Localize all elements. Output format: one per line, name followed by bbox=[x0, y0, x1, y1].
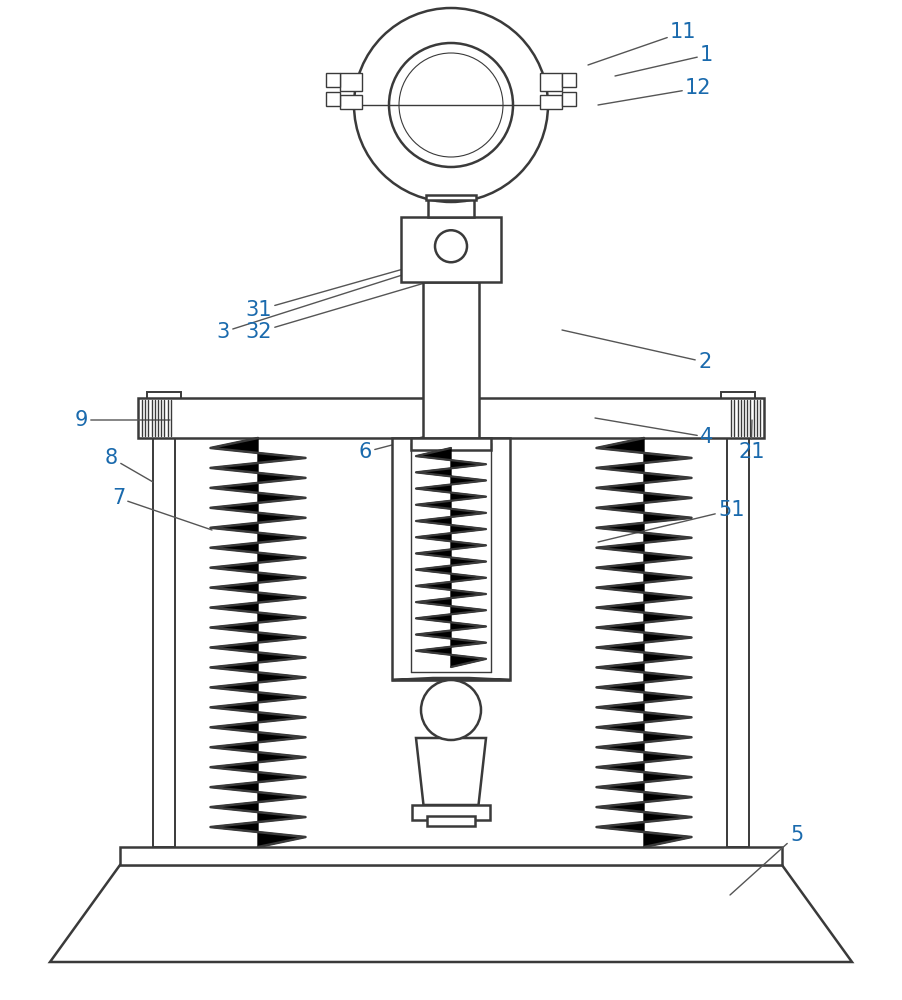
Polygon shape bbox=[50, 865, 852, 962]
Text: 8: 8 bbox=[105, 448, 153, 482]
Text: 31: 31 bbox=[245, 262, 428, 320]
Text: 6: 6 bbox=[359, 435, 430, 462]
Text: 1: 1 bbox=[615, 45, 713, 76]
Text: 11: 11 bbox=[588, 22, 696, 65]
Bar bbox=[340, 73, 362, 91]
Bar bbox=[326, 73, 340, 87]
Bar bbox=[147, 392, 181, 410]
Polygon shape bbox=[392, 678, 510, 680]
Text: 32: 32 bbox=[245, 282, 428, 342]
Circle shape bbox=[399, 53, 503, 157]
Bar bbox=[401, 217, 501, 282]
Bar bbox=[562, 73, 576, 87]
Bar bbox=[428, 195, 474, 217]
Circle shape bbox=[435, 230, 467, 262]
Circle shape bbox=[354, 8, 548, 202]
Bar bbox=[120, 847, 782, 865]
Bar bbox=[721, 392, 755, 410]
Bar bbox=[423, 282, 479, 438]
Bar bbox=[153, 410, 175, 847]
Text: 5: 5 bbox=[730, 825, 804, 895]
Bar bbox=[727, 410, 749, 847]
Text: 7: 7 bbox=[112, 488, 212, 530]
Bar bbox=[540, 95, 562, 109]
Bar bbox=[412, 805, 490, 820]
Bar bbox=[138, 398, 764, 438]
Text: 4: 4 bbox=[595, 418, 713, 447]
Text: 2: 2 bbox=[562, 330, 712, 372]
Circle shape bbox=[389, 43, 513, 167]
Polygon shape bbox=[416, 738, 486, 805]
Text: 51: 51 bbox=[598, 500, 744, 542]
Text: 3: 3 bbox=[216, 270, 418, 342]
Polygon shape bbox=[416, 448, 486, 667]
Bar bbox=[426, 195, 476, 200]
Text: 9: 9 bbox=[75, 410, 170, 430]
Circle shape bbox=[421, 680, 481, 740]
Polygon shape bbox=[596, 438, 692, 847]
Text: 21: 21 bbox=[738, 420, 765, 462]
Text: 12: 12 bbox=[598, 78, 712, 105]
Bar bbox=[540, 73, 562, 91]
Bar bbox=[392, 438, 510, 680]
Polygon shape bbox=[210, 438, 306, 847]
Bar bbox=[326, 92, 340, 106]
Bar bbox=[340, 95, 362, 109]
Bar bbox=[562, 92, 576, 106]
Bar bbox=[427, 816, 475, 826]
Bar bbox=[411, 438, 491, 450]
